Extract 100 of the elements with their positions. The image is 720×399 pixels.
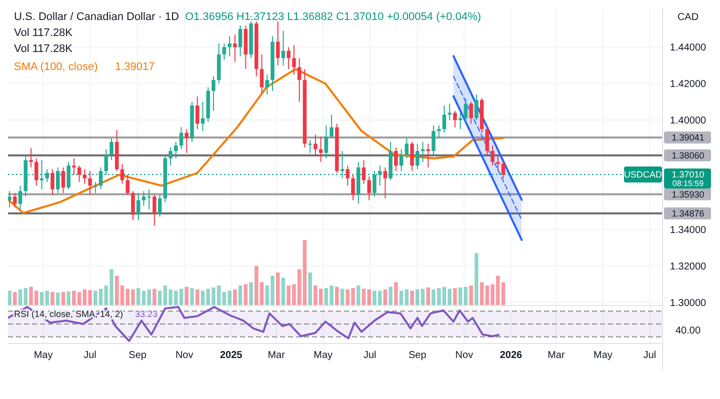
bar — [420, 288, 425, 305]
annotation: 1.39017 — [115, 61, 155, 73]
bar — [485, 286, 490, 305]
bar — [50, 292, 54, 305]
candlestick — [485, 125, 490, 156]
candlestick — [104, 148, 108, 176]
bar — [120, 286, 124, 305]
candlestick — [442, 104, 446, 134]
bar — [372, 290, 376, 305]
bar — [453, 288, 457, 305]
bar — [168, 289, 172, 305]
bar — [265, 286, 270, 305]
y-tick-label: 1.34000 — [670, 224, 707, 236]
bar — [286, 286, 290, 305]
candlestick — [474, 94, 478, 121]
candlestick — [179, 126, 184, 150]
x-tick-label: Sep — [408, 350, 427, 361]
bar — [324, 288, 328, 305]
bar — [254, 266, 258, 305]
bar — [136, 288, 140, 305]
candlestick — [416, 143, 420, 170]
bar — [426, 287, 430, 305]
bar — [158, 290, 162, 305]
candlestick — [292, 44, 296, 76]
bar — [281, 278, 286, 305]
bar — [94, 290, 98, 305]
candlestick — [265, 74, 270, 96]
bar — [410, 290, 414, 305]
x-tick-label: May — [594, 350, 612, 361]
bar — [351, 288, 355, 305]
candlestick — [490, 145, 494, 166]
candlestick — [346, 165, 350, 186]
y-tick-label: 1.40000 — [670, 116, 707, 127]
bar — [378, 290, 382, 305]
bar — [88, 290, 92, 305]
bar — [216, 286, 221, 305]
x-tick-label: May — [34, 350, 53, 361]
bar — [330, 286, 334, 305]
bar — [228, 290, 232, 305]
bar — [404, 289, 409, 305]
bar — [308, 272, 312, 305]
bar — [82, 289, 87, 305]
y-tick-label: 1.32000 — [670, 261, 707, 272]
bar — [29, 286, 33, 305]
bar — [346, 289, 350, 305]
bar — [432, 289, 436, 305]
candlestick — [469, 101, 473, 124]
bar — [474, 253, 478, 305]
bar — [501, 282, 506, 305]
candlestick — [120, 163, 124, 184]
candlestick — [61, 166, 66, 194]
candlestick — [158, 194, 162, 218]
x-tick-label: Nov — [175, 350, 194, 361]
candlestick — [174, 141, 178, 159]
bar — [200, 290, 205, 305]
candlestick — [394, 146, 398, 172]
text: 08:15:59 — [672, 178, 704, 188]
bar — [163, 286, 168, 305]
bar — [142, 290, 146, 305]
candlestick — [308, 140, 312, 154]
bar — [196, 289, 200, 305]
annotation: 33.23 — [135, 309, 158, 319]
bar — [356, 286, 360, 305]
candlestick — [13, 192, 17, 208]
bar — [383, 289, 388, 305]
candlestick — [131, 190, 135, 221]
candlestick — [297, 58, 302, 102]
candlestick — [399, 148, 404, 172]
ref-line-label: 1.35930 — [672, 189, 704, 200]
candlestick — [383, 166, 388, 199]
ref-line-label: 1.37010 — [672, 170, 704, 180]
bar — [152, 288, 156, 305]
bar — [174, 290, 178, 305]
bar — [222, 292, 226, 305]
bar — [56, 292, 60, 305]
bar — [464, 286, 468, 305]
ref-line-label: 1.34876 — [672, 208, 704, 219]
y-tick-label: 1.44000 — [670, 42, 707, 54]
candlestick — [136, 192, 140, 221]
x-tick-label: Mar — [268, 350, 286, 361]
bar — [314, 286, 318, 305]
bar — [394, 282, 398, 305]
candlestick — [501, 160, 506, 179]
bar — [13, 292, 17, 305]
bar — [318, 288, 323, 305]
bar — [110, 269, 114, 305]
candlestick — [29, 148, 33, 168]
candlestick — [314, 134, 318, 157]
x-tick-label: 2026 — [500, 350, 523, 361]
candlestick — [233, 34, 237, 62]
bar — [448, 288, 452, 305]
candlestick — [372, 170, 376, 198]
candlestick — [72, 158, 76, 176]
bar — [77, 292, 82, 305]
candlestick — [432, 125, 436, 156]
candlestick — [496, 156, 500, 172]
bar — [72, 290, 76, 305]
annotation: Vol 117.28K — [14, 27, 74, 39]
candlestick — [82, 168, 87, 184]
candlestick — [228, 36, 232, 57]
